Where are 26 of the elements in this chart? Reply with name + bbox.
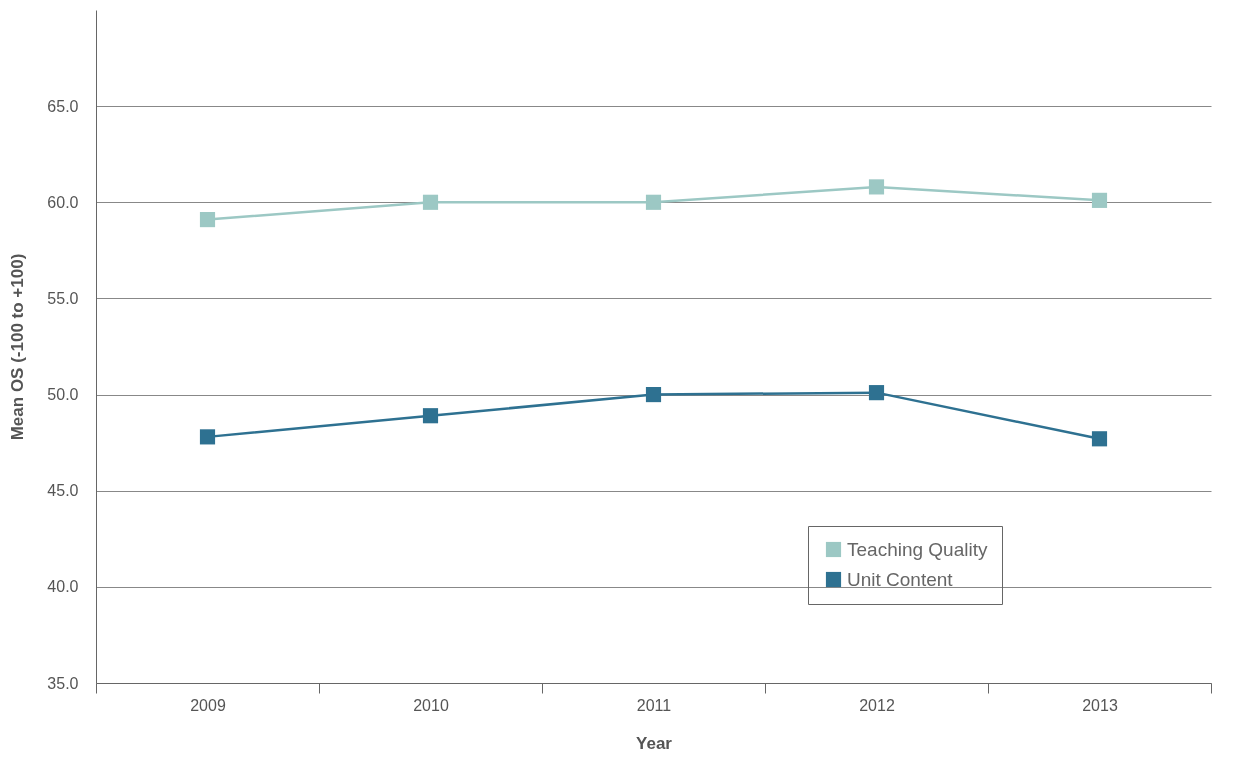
x-tick-label: 2009 [190,696,226,714]
point [422,408,439,424]
x-tick-label: 2013 [1082,696,1118,714]
point [1091,192,1108,208]
point [868,179,885,195]
y-tick-label: 55.0 [47,289,79,307]
point [422,194,439,210]
y-tick-label: 50.0 [47,386,79,404]
x-axis-title: Year [636,733,673,753]
y-tick-label: 35.0 [47,674,79,692]
y-tick-label: 60.0 [47,193,79,211]
point [645,194,662,210]
point [1091,431,1108,447]
point [868,385,885,401]
point [199,212,216,228]
y-tick-label: 65.0 [47,97,79,115]
legend-label: Teaching Quality [847,538,988,560]
x-tick-label: 2010 [413,696,449,714]
y-tick-label: 40.0 [47,578,79,596]
legend-label: Unit Content [847,568,954,590]
point [645,386,662,403]
y-axis-title: Mean OS (-100 to +100) [8,253,28,441]
x-tick-label: 2012 [859,696,895,714]
point [199,429,216,445]
y-tick-label: 45.0 [47,482,79,500]
x-tick-label: 2011 [636,696,672,714]
